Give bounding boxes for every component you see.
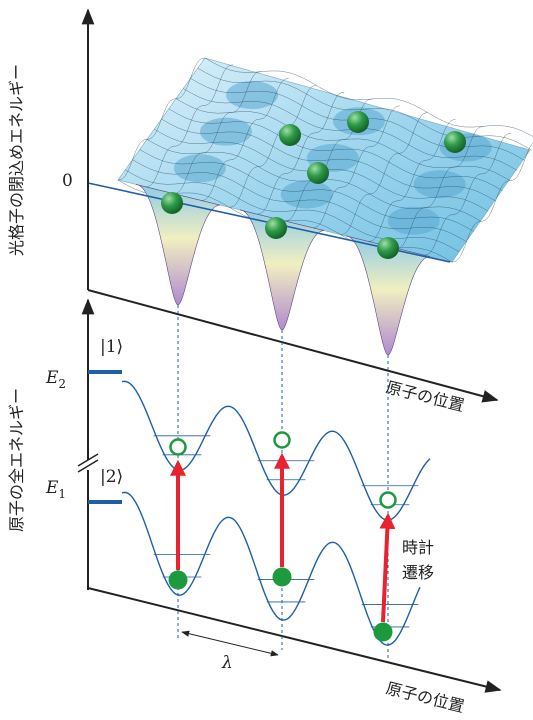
grid-line <box>340 112 428 235</box>
lattice-well <box>199 117 252 146</box>
ground-atom <box>272 567 292 587</box>
atom <box>347 111 369 133</box>
y-axis-label: 光格子の閉込めエネルギー <box>7 64 26 256</box>
level-subscript: 1 <box>58 487 66 501</box>
atom <box>265 217 287 239</box>
grid-line <box>168 108 503 192</box>
grid-line <box>145 64 233 188</box>
excited-atom <box>273 431 291 449</box>
grid-line <box>368 119 456 242</box>
grid-line <box>139 149 474 232</box>
grid-line <box>125 169 460 253</box>
atom <box>279 124 301 146</box>
x-axis <box>87 289 499 403</box>
excited-atom <box>169 438 187 456</box>
grid-line <box>229 85 317 208</box>
transition-label: 時計 <box>402 538 434 557</box>
atom <box>307 162 329 184</box>
lattice-well <box>226 81 279 110</box>
wavelength-arrow <box>181 630 279 657</box>
ground-atom <box>168 570 188 590</box>
level-symbol: E <box>45 368 59 388</box>
level-symbol: E <box>45 478 59 498</box>
grid-line <box>451 142 533 263</box>
grid-line <box>197 67 532 151</box>
grid-line <box>201 78 289 201</box>
zero-label: 0 <box>62 171 73 191</box>
grid-line <box>117 57 206 181</box>
level-label: E1 <box>45 478 66 501</box>
y-axis-label: 原子の全エネルギー <box>7 388 26 532</box>
axis-break <box>77 459 99 473</box>
grid-line <box>396 126 484 249</box>
x-axis-label: 原子の位置 <box>384 678 466 716</box>
level-subscript: 2 <box>58 377 66 391</box>
grid-line <box>424 132 512 256</box>
grid-line <box>173 71 261 194</box>
state-label: |2⟩ <box>100 467 123 487</box>
potential-curve-lower <box>121 491 421 646</box>
transition-label: 遷移 <box>402 563 434 582</box>
atom <box>377 237 399 259</box>
clock-transition <box>379 512 396 623</box>
lattice-well <box>173 154 226 183</box>
level-label: E2 <box>45 368 66 391</box>
atom <box>444 131 466 153</box>
grid-line <box>312 105 400 229</box>
excited-atom <box>379 491 397 509</box>
axis-break <box>77 453 99 467</box>
wavelength-label: λ <box>221 653 233 673</box>
atom <box>161 192 183 214</box>
lattice-well <box>280 180 333 209</box>
state-label: |1⟩ <box>100 337 123 357</box>
grid-line <box>257 91 345 215</box>
x-axis <box>87 587 502 693</box>
x-axis-label: 原子の位置 <box>384 377 466 415</box>
ground-atom <box>373 622 393 642</box>
lattice-well <box>413 170 466 199</box>
